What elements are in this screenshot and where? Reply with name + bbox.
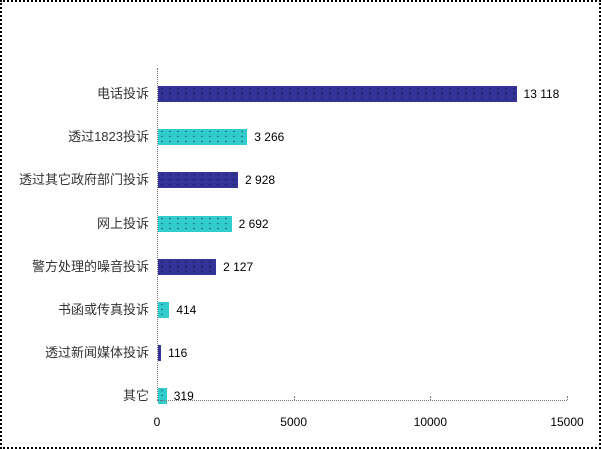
value-label: 2 928	[245, 173, 276, 188]
x-axis	[157, 400, 567, 402]
bar	[158, 129, 248, 146]
value-label: 116	[168, 346, 188, 361]
x-tick	[293, 396, 296, 400]
category-label: 网上投诉	[96, 215, 149, 231]
category-label: 透过新闻媒体投诉	[44, 345, 149, 361]
x-tick	[430, 396, 432, 400]
value-label: 2 127	[223, 259, 254, 274]
x-tick	[567, 396, 569, 400]
x-tick-label: 15000	[550, 415, 584, 429]
value-label: 2 692	[238, 216, 269, 231]
bar	[158, 215, 232, 232]
category-label: 书函或传真投诉	[57, 302, 149, 317]
bar	[158, 258, 217, 275]
value-label: 13 118	[523, 87, 560, 101]
x-tick-label: 10000	[413, 415, 448, 429]
value-label: 3 266	[254, 130, 285, 145]
category-label: 电话投诉	[96, 86, 149, 101]
bar	[158, 86, 517, 102]
value-label: 414	[176, 303, 197, 317]
category-label: 其它	[122, 388, 149, 404]
value-label: 319	[173, 389, 194, 404]
bar	[158, 345, 162, 362]
bar	[158, 172, 239, 189]
category-label: 透过1823投诉	[68, 129, 149, 145]
category-label: 透过其它政府部门投诉	[18, 172, 149, 188]
bar	[158, 302, 170, 318]
y-axis	[157, 68, 159, 400]
x-tick-label: 5000	[280, 415, 308, 429]
category-label: 警方处理的噪音投诉	[31, 258, 149, 274]
bar	[158, 388, 167, 405]
x-tick-label: 0	[153, 415, 161, 429]
